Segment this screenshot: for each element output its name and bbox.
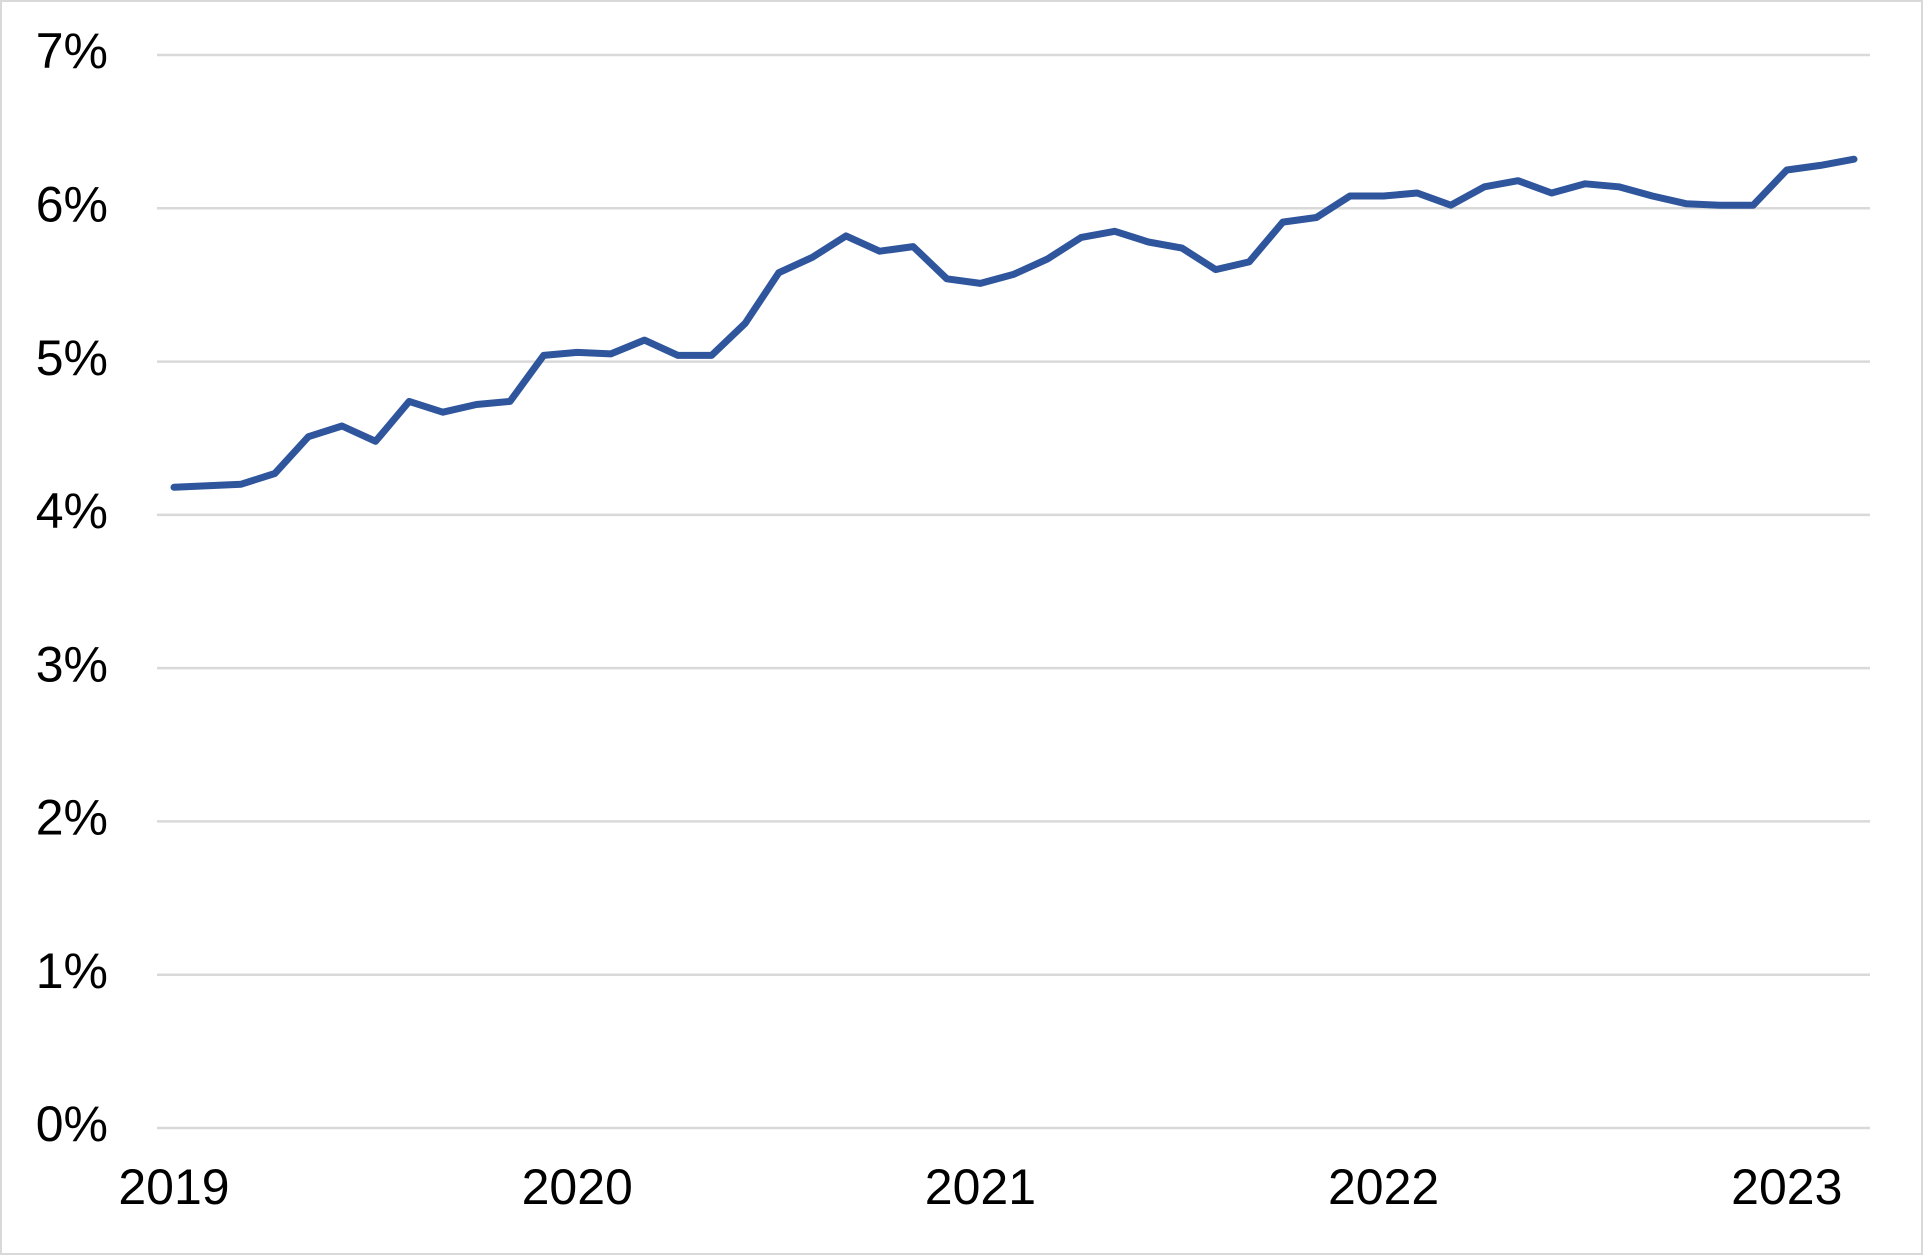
y-tick-label: 1%: [36, 943, 108, 999]
y-tick-label: 3%: [36, 636, 108, 692]
data-line: [170, 155, 1858, 491]
y-tick-label: 4%: [36, 483, 108, 539]
x-tick-label: 2019: [118, 1159, 229, 1215]
y-tick-label: 0%: [36, 1096, 108, 1152]
y-tick-label: 7%: [36, 23, 108, 79]
x-tick-label: 2021: [925, 1159, 1036, 1215]
x-tick-label: 2020: [522, 1159, 633, 1215]
x-tick-label: 2022: [1328, 1159, 1439, 1215]
y-tick-label: 5%: [36, 330, 108, 386]
y-tick-label: 6%: [36, 176, 108, 232]
x-tick-label: 2023: [1731, 1159, 1842, 1215]
y-tick-label: 2%: [36, 790, 108, 846]
